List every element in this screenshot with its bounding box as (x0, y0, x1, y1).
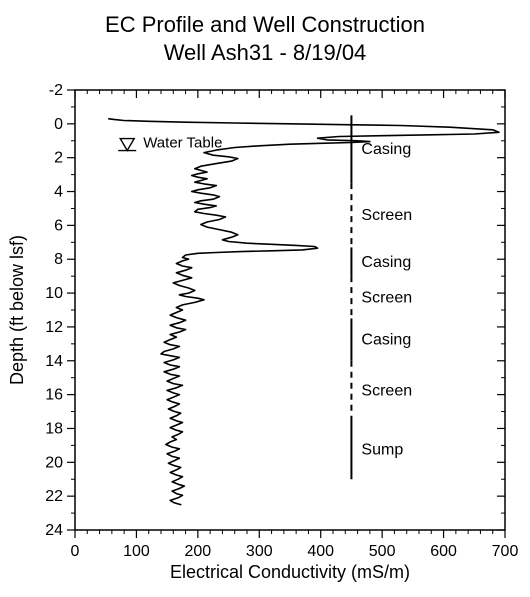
y-tick-label: 6 (54, 217, 63, 234)
y-tick-label: 14 (45, 353, 63, 370)
chart-title-1: EC Profile and Well Construction (105, 12, 425, 37)
water-table-icon (120, 139, 134, 151)
y-tick-label: -2 (49, 82, 63, 99)
x-tick-label: 200 (185, 543, 212, 560)
x-tick-label: 300 (246, 543, 273, 560)
x-tick-label: 0 (71, 543, 80, 560)
water-table-label: Water Table (143, 135, 222, 152)
chart-title-2: Well Ash31 - 8/19/04 (164, 40, 367, 65)
well-segment-label: Screen (361, 289, 412, 306)
y-tick-label: 16 (45, 387, 63, 404)
well-segment-label: Casing (361, 141, 411, 158)
y-tick-label: 24 (45, 522, 63, 539)
x-tick-label: 700 (492, 543, 519, 560)
x-tick-label: 400 (307, 543, 334, 560)
y-tick-label: 4 (54, 184, 63, 201)
x-tick-label: 100 (123, 543, 150, 560)
x-tick-label: 600 (430, 543, 457, 560)
well-segment-label: Casing (361, 332, 411, 349)
chart-container: EC Profile and Well Construction Well Ash… (0, 0, 530, 597)
x-tick-label: 500 (369, 543, 396, 560)
y-tick-label: 8 (54, 251, 63, 268)
x-axis-label: Electrical Conductivity (mS/m) (170, 562, 410, 582)
well-segment-label: Screen (361, 382, 412, 399)
y-tick-label: 18 (45, 420, 63, 437)
plot-frame (75, 90, 505, 530)
y-tick-label: 12 (45, 319, 63, 336)
y-axis-label: Depth (ft below lsf) (7, 235, 27, 385)
well-segment-label: Screen (361, 207, 412, 224)
y-tick-label: 20 (45, 454, 63, 471)
ec-profile-line (109, 119, 499, 505)
well-segment-label: Sump (361, 442, 403, 459)
y-tick-label: 22 (45, 488, 63, 505)
y-tick-label: 2 (54, 150, 63, 167)
y-tick-label: 0 (54, 116, 63, 133)
y-tick-label: 10 (45, 285, 63, 302)
ec-profile-chart: EC Profile and Well Construction Well Ash… (0, 0, 530, 597)
well-segment-label: Casing (361, 254, 411, 271)
